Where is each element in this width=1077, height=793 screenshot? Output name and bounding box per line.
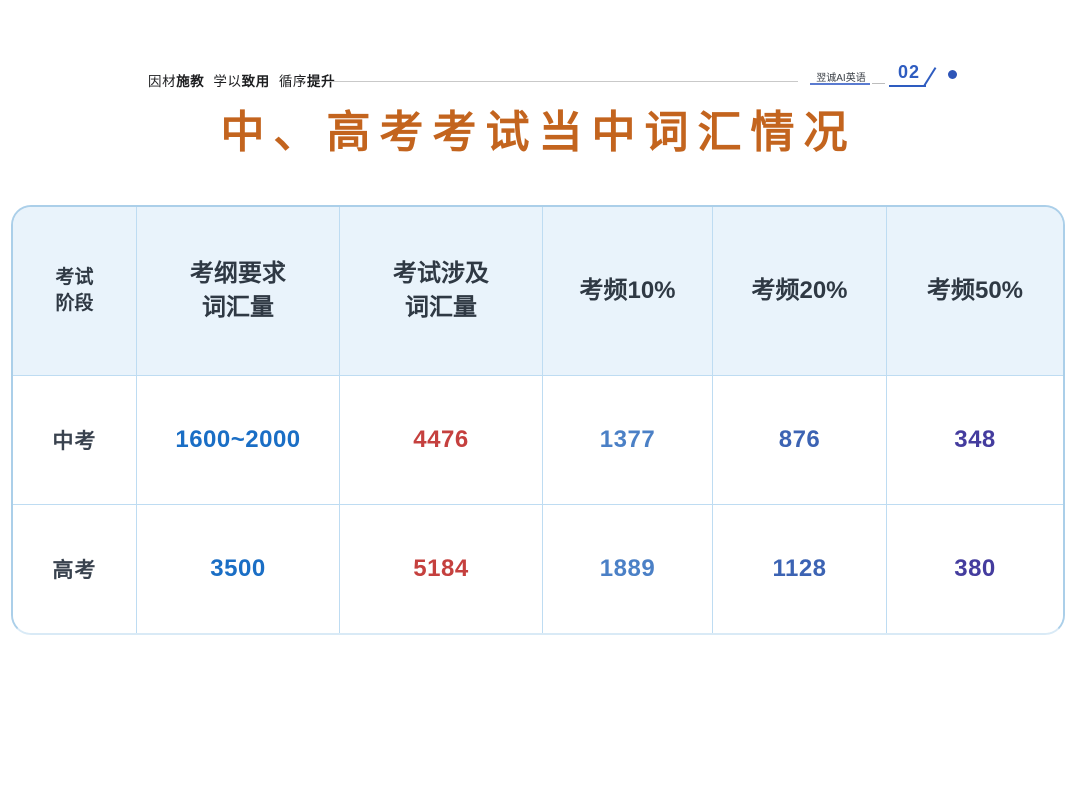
page-number: 02 bbox=[898, 62, 921, 82]
table-header-row: 考试 阶段 考纲要求 词汇量 考试涉及 词汇量 考频10% 考频20% 考频50% bbox=[13, 207, 1063, 375]
value-cell-syllabus-vocab: 3500 bbox=[137, 505, 340, 633]
value-cell-freq-10: 1889 bbox=[543, 505, 713, 633]
page-title: 中、高考考试当中词汇情况 bbox=[220, 108, 857, 157]
column-header-syllabus-vocab: 考纲要求 词汇量 bbox=[137, 207, 340, 375]
value-cell-freq-20: 876 bbox=[713, 376, 887, 504]
column-header-freq-20: 考频20% bbox=[713, 207, 887, 375]
page-dot-icon bbox=[948, 70, 957, 79]
page-number-slash bbox=[923, 67, 937, 86]
brand-underline bbox=[810, 83, 870, 85]
slogan: 因材施教 学以致用 循序提升 bbox=[148, 70, 344, 90]
brand-dash bbox=[872, 83, 885, 84]
column-header-exam-vocab: 考试涉及 词汇量 bbox=[340, 207, 543, 375]
page-number-underline bbox=[889, 85, 926, 87]
column-header-freq-10: 考频10% bbox=[543, 207, 713, 375]
value-cell-freq-10: 1377 bbox=[543, 376, 713, 504]
table-row: 中考 1600~2000 4476 1377 876 348 bbox=[13, 375, 1063, 504]
table-body: 中考 1600~2000 4476 1377 876 348 高考 3500 5184 1889 1… bbox=[13, 375, 1063, 633]
value-cell-freq-20: 1128 bbox=[713, 505, 887, 633]
table-row: 高考 3500 5184 1889 1128 380 bbox=[13, 504, 1063, 633]
value-cell-freq-50: 348 bbox=[954, 426, 996, 453]
stage-cell: 中考 bbox=[13, 376, 137, 504]
slogan-phrase: 因材施教 bbox=[148, 74, 205, 89]
value-cell-exam-vocab: 5184 bbox=[340, 505, 543, 633]
column-header-exam-stage: 考试 阶段 bbox=[13, 207, 137, 375]
stage-cell: 高考 bbox=[13, 505, 137, 633]
slogan-phrase: 循序提升 bbox=[278, 74, 336, 89]
column-header-freq-50: 考频50% bbox=[926, 277, 1024, 305]
value-cell-syllabus-vocab: 1600~2000 bbox=[137, 376, 340, 504]
value-cell-exam-vocab: 4476 bbox=[340, 376, 543, 504]
brand-text: 翌诚AI英语 bbox=[816, 73, 866, 84]
header-rule bbox=[326, 81, 798, 82]
slogan-phrase: 学以致用 bbox=[213, 74, 270, 89]
value-cell-freq-50: 380 bbox=[954, 555, 996, 582]
vocab-table: 考试 阶段 考纲要求 词汇量 考试涉及 词汇量 考频10% 考频20% 考频50% 中考 1… bbox=[11, 205, 1065, 635]
